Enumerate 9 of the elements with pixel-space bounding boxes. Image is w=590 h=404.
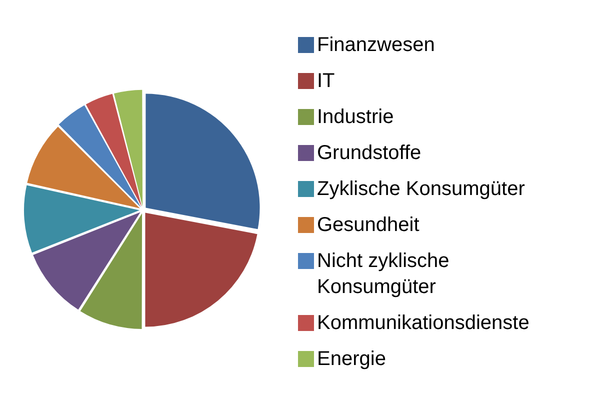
legend-label: Nicht zyklische Konsumgüter: [317, 249, 450, 300]
legend-label: Zyklische Konsumgüter: [317, 177, 526, 202]
legend-label: Energie: [317, 347, 387, 372]
legend-label: Grundstoffe: [317, 141, 422, 166]
legend-label: Gesundheit: [317, 213, 420, 238]
legend-label: Finanzwesen: [317, 33, 436, 58]
legend-label: IT: [317, 69, 336, 94]
legend-label: Industrie: [317, 105, 395, 130]
legend-label: Kommunikationsdienste: [317, 311, 530, 336]
